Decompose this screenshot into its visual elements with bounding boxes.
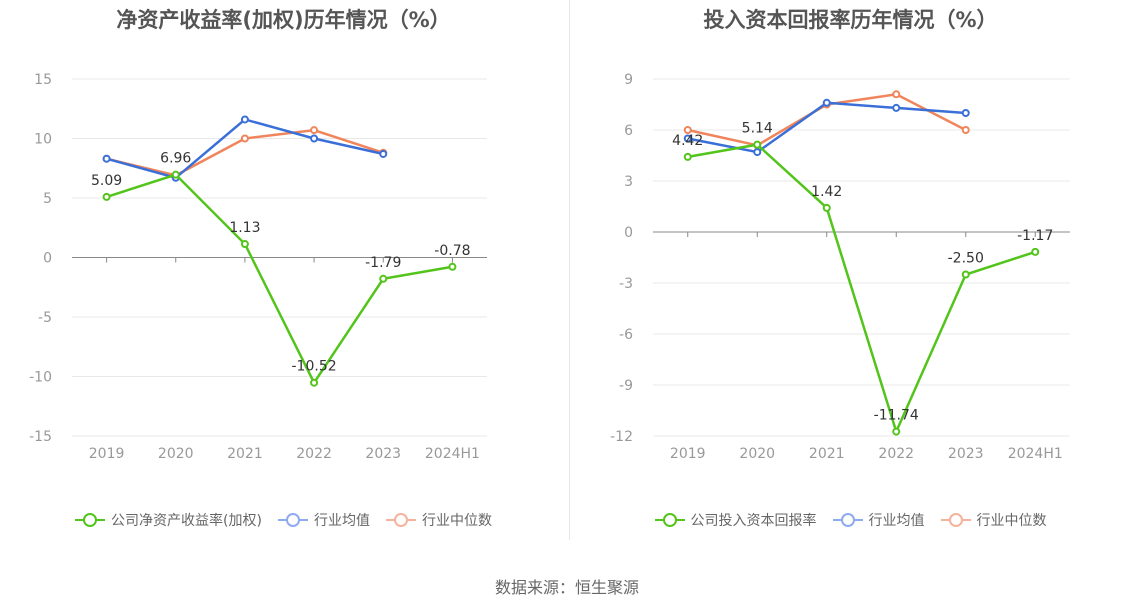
- roe-x-tick-label: 2023: [365, 446, 401, 462]
- roe-x-tick-label: 2021: [227, 446, 263, 462]
- roic-series-line-0: [687, 143, 1036, 436]
- data-source-note: 数据来源：恒生聚源: [494, 578, 639, 597]
- roe-chart-legend: 公司净资产收益率(加权) 行业均值 行业中位数: [0, 510, 567, 530]
- roic-legend-item-2[interactable]: 行业中位数: [940, 510, 1047, 530]
- roic-legend-item-0[interactable]: 公司投入资本回报率: [654, 510, 817, 530]
- panel-divider: [569, 0, 570, 540]
- roic-x-tick-label: 2022: [878, 446, 914, 462]
- roe-y-tick-label: 0: [43, 251, 52, 267]
- roe-y-tick-label: -5: [38, 310, 52, 326]
- roic-legend-item-1[interactable]: 行业均值: [832, 510, 925, 530]
- roic-series-point-0: [1031, 247, 1040, 256]
- roe-chart-title: 净资产收益率(加权)历年情况（%）: [116, 8, 451, 32]
- roe-legend-label: 行业中位数: [421, 513, 492, 529]
- roic-y-tick-label: -6: [619, 327, 633, 343]
- roic-series-point-1: [822, 98, 831, 107]
- roe-legend-swatch: [277, 513, 308, 527]
- roe-x-tick-label: 2022: [296, 446, 332, 462]
- roic-x-tick-label: 2020: [739, 446, 775, 462]
- roe-data-label: 6.96: [160, 151, 191, 167]
- roe-legend-item-2[interactable]: 行业中位数: [385, 510, 492, 530]
- roe-x-tick-label: 2019: [89, 446, 125, 462]
- roe-series-point-1: [379, 149, 388, 158]
- roic-legend-swatch: [940, 513, 971, 527]
- roe-series-line-0: [106, 173, 453, 386]
- roe-legend-item-1[interactable]: 行业均值: [277, 510, 370, 530]
- roic-legend-swatch: [832, 513, 863, 527]
- roic-series-point-0: [822, 203, 831, 212]
- roe-data-label: -1.79: [365, 255, 401, 271]
- roic-chart-legend: 公司投入资本回报率 行业均值 行业中位数: [567, 510, 1134, 530]
- roic-chart-panel: 投入资本回报率历年情况（%） 9 6 3 0 -3 -6 -9 -12 2019 2020 2021…: [567, 0, 1134, 560]
- roe-data-label: 1.13: [229, 220, 260, 236]
- roic-series-point-0: [683, 152, 692, 161]
- roic-series-point-1: [961, 109, 970, 117]
- roic-data-label: -1.17: [1017, 228, 1053, 244]
- roic-data-label: -2.50: [948, 251, 984, 267]
- roic-legend-label: 公司投入资本回报率: [690, 513, 817, 529]
- roe-legend-label: 行业均值: [313, 513, 370, 529]
- roe-legend-swatch: [385, 513, 416, 527]
- roe-chart-plot: 15 10 5 0 -5 -10 -15 2019 2020 2021 2022 2023 2024H1…: [29, 72, 487, 462]
- roic-y-tick-label: 9: [624, 72, 633, 88]
- roe-legend-swatch: [75, 513, 106, 527]
- roe-x-tick-label: 2024H1: [425, 446, 480, 462]
- roe-series-point-0: [448, 262, 457, 271]
- roic-series-point-1: [753, 148, 762, 157]
- roe-x-tick-label: 2020: [158, 446, 194, 462]
- roic-series-point-0: [961, 270, 970, 279]
- roe-y-tick-label: 5: [43, 191, 52, 207]
- roic-series-point-2: [892, 90, 901, 99]
- roic-series-point-1: [892, 103, 901, 112]
- roic-series-line-1: [687, 101, 966, 154]
- roe-series-point-0: [310, 378, 319, 387]
- roic-chart-plot: 9 6 3 0 -3 -6 -9 -12 2019 2020 2021 2022 2023 2024H1 4…: [610, 72, 1070, 462]
- roic-series-point-1: [683, 134, 692, 143]
- roic-y-tick-label: 6: [624, 123, 633, 139]
- roe-data-label: 5.09: [91, 173, 122, 189]
- roic-x-tick-label: 2019: [670, 446, 706, 462]
- roic-y-tick-label: -12: [610, 429, 633, 445]
- roe-y-tick-label: -15: [29, 429, 52, 445]
- roe-data-label: -10.52: [292, 359, 337, 375]
- roe-series-point-0: [171, 170, 180, 179]
- roic-data-label: 1.42: [811, 184, 842, 200]
- roic-series-point-2: [961, 126, 970, 134]
- roe-y-tick-label: 15: [34, 72, 52, 88]
- roic-legend-label: 行业中位数: [976, 513, 1047, 529]
- roe-legend-label: 公司净资产收益率(加权): [111, 513, 262, 529]
- roic-data-label: -11.74: [874, 408, 919, 424]
- roe-series-point-0: [102, 192, 111, 201]
- roic-series-point-2: [683, 126, 692, 134]
- roe-data-label: -0.78: [434, 243, 470, 259]
- roic-y-tick-label: 3: [624, 174, 633, 190]
- roic-chart-title: 投入资本回报率历年情况（%）: [703, 8, 998, 32]
- roe-series-point-0: [240, 240, 249, 249]
- roe-series-point-1: [310, 134, 319, 143]
- roic-data-label: 5.14: [742, 121, 773, 137]
- roe-series-point-0: [379, 274, 388, 283]
- roe-series-point-2: [310, 126, 319, 135]
- roe-series-point-1: [240, 115, 249, 124]
- roic-y-tick-label: -9: [619, 378, 633, 394]
- roic-legend-swatch: [654, 513, 685, 527]
- roic-x-tick-label: 2021: [809, 446, 845, 462]
- roic-series-point-0: [753, 140, 762, 149]
- roic-x-tick-label: 2024H1: [1008, 446, 1063, 462]
- roic-y-tick-label: 0: [624, 225, 633, 241]
- roe-y-tick-label: 10: [34, 132, 52, 148]
- roe-chart-panel: 净资产收益率(加权)历年情况（%） 15 10 5 0 -5 -10 -15 2019 2020…: [0, 0, 567, 560]
- roe-series-point-2: [240, 134, 249, 143]
- roe-legend-item-0[interactable]: 公司净资产收益率(加权): [75, 510, 262, 530]
- roe-series-line-1: [106, 118, 384, 180]
- roe-series-point-1: [102, 154, 111, 163]
- roic-legend-label: 行业均值: [868, 513, 925, 529]
- roe-y-tick-label: -10: [29, 370, 52, 386]
- roic-series-point-0: [892, 427, 901, 436]
- roic-x-tick-label: 2023: [948, 446, 984, 462]
- roic-y-tick-label: -3: [619, 276, 633, 292]
- roic-data-label: 4.42: [672, 133, 703, 149]
